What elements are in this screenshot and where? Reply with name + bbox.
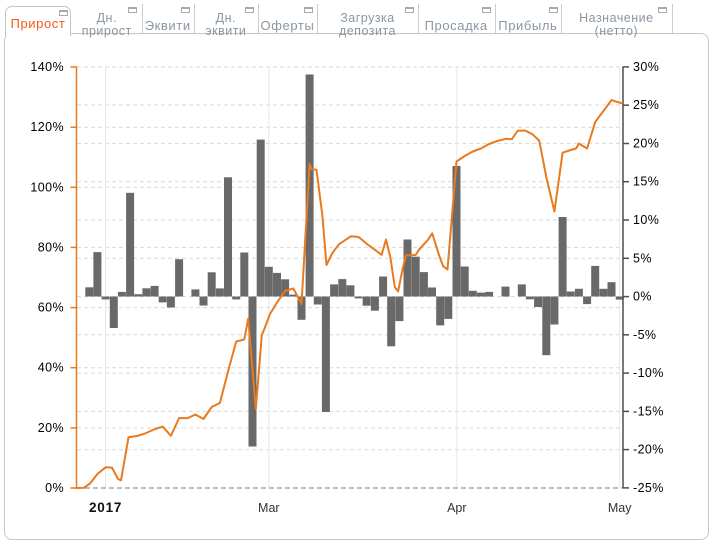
svg-text:120%: 120% xyxy=(30,120,64,134)
svg-text:20%: 20% xyxy=(38,421,64,435)
svg-text:25%: 25% xyxy=(633,98,659,112)
svg-text:80%: 80% xyxy=(38,240,64,254)
svg-text:2017: 2017 xyxy=(89,500,122,515)
svg-text:Mar: Mar xyxy=(258,501,280,515)
svg-text:-15%: -15% xyxy=(633,404,664,418)
svg-text:-10%: -10% xyxy=(633,366,664,380)
svg-text:10%: 10% xyxy=(633,213,659,227)
svg-text:0%: 0% xyxy=(45,481,64,495)
svg-text:-5%: -5% xyxy=(633,328,656,342)
svg-text:140%: 140% xyxy=(30,60,64,74)
svg-text:-20%: -20% xyxy=(633,443,664,457)
svg-text:5%: 5% xyxy=(633,251,652,265)
svg-text:100%: 100% xyxy=(30,180,64,194)
svg-text:Apr: Apr xyxy=(447,501,466,515)
svg-text:May: May xyxy=(608,501,632,515)
svg-text:0%: 0% xyxy=(633,290,652,304)
svg-text:60%: 60% xyxy=(38,301,64,315)
svg-text:-25%: -25% xyxy=(633,481,664,495)
svg-text:15%: 15% xyxy=(633,175,659,189)
svg-text:40%: 40% xyxy=(38,361,64,375)
svg-text:30%: 30% xyxy=(633,60,659,74)
svg-text:20%: 20% xyxy=(633,137,659,151)
